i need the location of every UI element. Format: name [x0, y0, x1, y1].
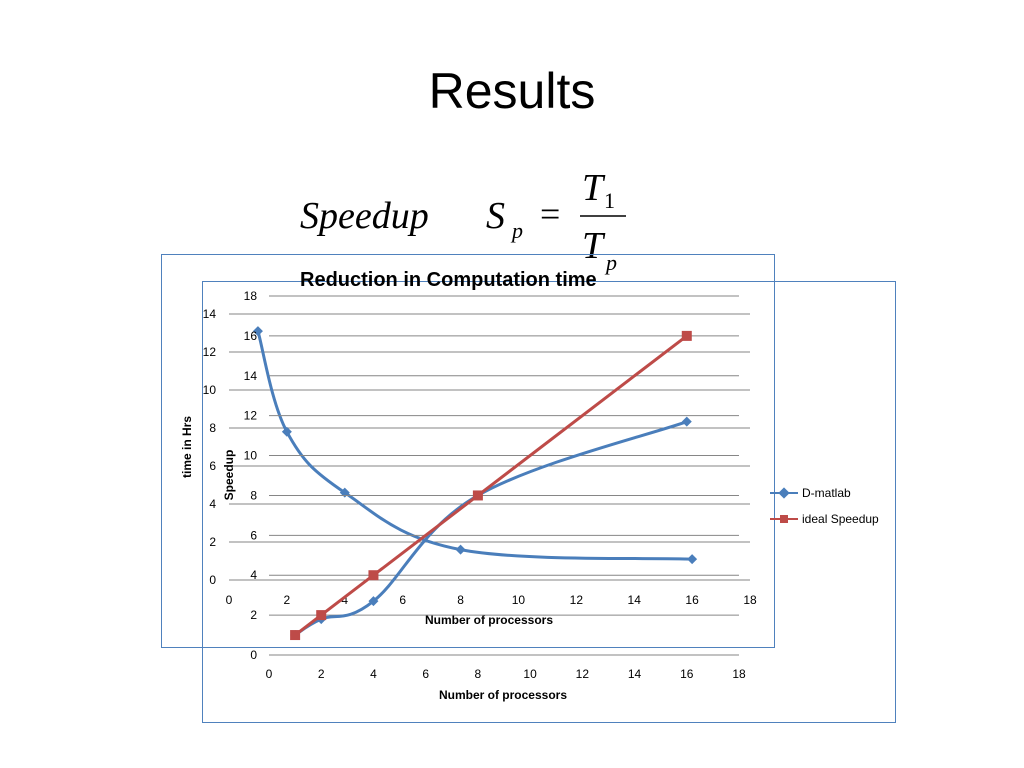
time-ytick-label: 2 [209, 535, 216, 549]
legend-label: D-matlab [802, 486, 851, 500]
speedup-data-point [472, 490, 483, 501]
speedup-chart: 0 2 4 6 8 10 12 14 16 18 0 2 4 6 8 10 12 14 16 18 Number of … [222, 289, 746, 702]
speedup-formula: Speedup S p = T 1 T p [300, 167, 626, 275]
time-ytick-label: 0 [209, 573, 216, 587]
formula-lhs: S [486, 195, 505, 237]
formula-numerator-sub: 1 [604, 188, 615, 213]
chart-title: Reduction in Computation time [300, 269, 597, 291]
speedup-xtick-label: 12 [576, 667, 590, 681]
time-series-line [256, 330, 693, 561]
time-xtick-label: 14 [628, 593, 642, 607]
time-xtick-label: 10 [512, 593, 526, 607]
time-xtick-label: 4 [341, 593, 348, 607]
time-y-axis-title: time in Hrs [180, 416, 194, 478]
time-xtick-label: 8 [457, 593, 464, 607]
speedup-ytick-label: 18 [244, 289, 258, 303]
speedup-ytick-label: 14 [244, 369, 258, 383]
speedup-ytick-label: 8 [250, 488, 257, 502]
speedup-xtick-label: 18 [732, 667, 746, 681]
time-data-point [281, 426, 292, 437]
formula-denominator-sub: p [604, 250, 617, 275]
speedup-data-point [368, 570, 379, 581]
time-xtick-label: 18 [743, 593, 757, 607]
formula-numerator: T [582, 167, 606, 209]
time-ytick-label: 4 [209, 497, 216, 511]
chart-legend: D-matlab ideal Speedup [770, 480, 879, 532]
time-x-axis-title: Number of processors [425, 613, 553, 627]
time-data-point [252, 326, 263, 337]
legend-marker [780, 515, 788, 523]
legend-label: ideal Speedup [802, 512, 879, 526]
formula-label: Speedup [300, 195, 429, 237]
speedup-ytick-label: 16 [244, 329, 258, 343]
time-xtick-label: 16 [685, 593, 699, 607]
speedup-data-point [368, 596, 379, 607]
speedup-xtick-label: 6 [422, 667, 429, 681]
speedup-xtick-label: 16 [680, 667, 694, 681]
time-xtick-label: 2 [284, 593, 291, 607]
time-chart: 0 2 4 6 8 10 12 14 0 2 4 6 8 10 12 14 16 18 Number of proc… [180, 307, 757, 627]
speedup-ytick-label: 4 [250, 568, 257, 582]
speedup-xtick-label: 0 [266, 667, 273, 681]
legend-item: D-matlab [770, 480, 879, 506]
time-xtick-label: 12 [570, 593, 584, 607]
time-xtick-label: 0 [226, 593, 233, 607]
time-ytick-label: 6 [209, 459, 216, 473]
time-ytick-label: 8 [209, 421, 216, 435]
time-chart-frame [161, 254, 775, 648]
speedup-series-line [294, 334, 688, 637]
speedup-ytick-label: 10 [244, 449, 258, 463]
speedup-xtick-label: 8 [475, 667, 482, 681]
time-ytick-label: 10 [203, 383, 217, 397]
speedup-data-point [290, 630, 301, 641]
speedup-xtick-label: 4 [370, 667, 377, 681]
speedup-xtick-label: 14 [628, 667, 642, 681]
speedup-ytick-label: 0 [250, 648, 257, 662]
legend-swatch [770, 487, 798, 499]
speedup-y-axis-title: Speedup [222, 450, 236, 501]
formula-equals: = [540, 194, 560, 234]
legend-swatch [770, 513, 798, 525]
time-ytick-label: 14 [203, 307, 217, 321]
time-data-point [687, 554, 698, 565]
time-xtick-label: 6 [399, 593, 406, 607]
speedup-xtick-label: 2 [318, 667, 325, 681]
speedup-chart-frame [202, 281, 896, 723]
speedup-x-axis-title: Number of processors [439, 688, 567, 702]
formula-lhs-sub: p [510, 218, 523, 243]
legend-marker [778, 487, 790, 499]
speedup-ytick-label: 2 [250, 608, 257, 622]
speedup-ytick-label: 6 [250, 528, 257, 542]
slide-title: Results [428, 63, 596, 119]
speedup-ytick-label: 12 [244, 409, 258, 423]
speedup-data-point [681, 416, 692, 427]
speedup-data-point [681, 330, 692, 341]
legend-item: ideal Speedup [770, 506, 879, 532]
time-data-point [455, 544, 466, 555]
speedup-xtick-label: 10 [523, 667, 537, 681]
time-ytick-label: 12 [203, 345, 217, 359]
formula-denominator: T [582, 225, 606, 267]
speedup-data-point [316, 610, 327, 621]
